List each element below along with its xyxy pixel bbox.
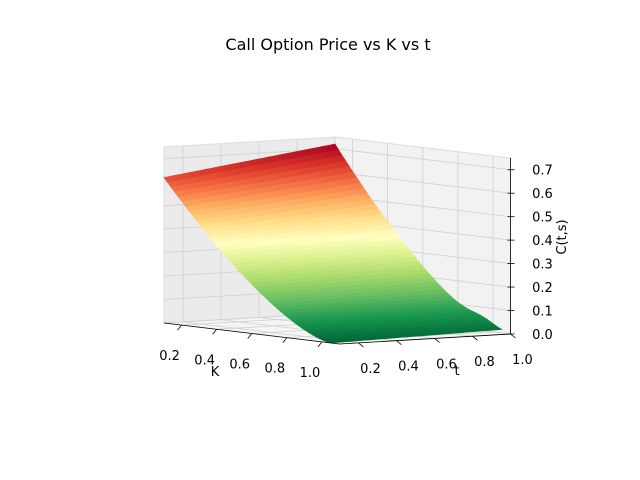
x-tick: [247, 333, 253, 339]
z-tick-label: 0.3: [532, 258, 553, 273]
z-tick-label: 0.4: [532, 234, 553, 249]
x-tick-label: 0.4: [194, 353, 215, 368]
surface-plot: [163, 143, 503, 344]
y-tick: [510, 333, 516, 339]
z-tick-label: 0.2: [532, 281, 553, 296]
z-tick-label: 0.5: [532, 211, 553, 226]
y-tick-label: 0.6: [436, 357, 457, 372]
x-tick-label: 0.2: [159, 349, 180, 364]
x-tick: [282, 337, 288, 343]
y-tick-label: 0.8: [474, 355, 495, 370]
z-tick-label: 0.1: [532, 305, 553, 320]
z-tick-label: 0.6: [532, 187, 553, 202]
chart-title: Call Option Price vs K vs t: [225, 35, 430, 54]
tick-labels: 0.2 0.4 0.6 0.8 1.0 0.2 0.4 0.6 0.8 1.0 0.0 0.1 0.2 0…: [159, 164, 553, 381]
x-axis-label: K: [211, 365, 220, 380]
y-axis-line: [339, 333, 511, 345]
y-tick: [434, 338, 440, 343]
y-tick: [472, 335, 478, 341]
x-tick: [177, 324, 182, 331]
x-tick-label: 0.8: [265, 362, 286, 377]
y-axis-label: t: [454, 364, 459, 379]
x-tick: [212, 329, 217, 335]
y-tick-label: 0.2: [360, 362, 381, 377]
x-tick-label: 1.0: [300, 366, 321, 381]
z-tick-label: 0.7: [532, 164, 553, 179]
y-tick: [358, 342, 364, 348]
y-tick: [396, 340, 402, 345]
y-tick-label: 0.4: [398, 360, 419, 375]
y-tick-label: 1.0: [512, 353, 533, 368]
x-tick: [317, 341, 323, 348]
z-tick-label: 0.0: [532, 328, 553, 343]
x-tick-label: 0.6: [229, 358, 250, 373]
z-axis-label: C(t,s): [555, 219, 570, 254]
